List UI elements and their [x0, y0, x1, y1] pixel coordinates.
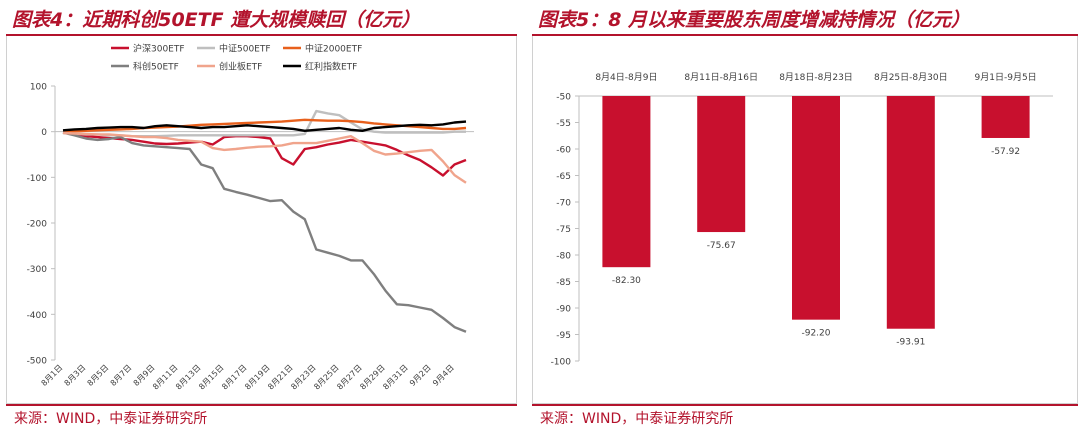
legend-label: 创业板ETF — [219, 61, 262, 73]
y-tick-label: -50 — [556, 93, 571, 103]
bar — [886, 96, 935, 329]
series-line — [62, 131, 467, 333]
y-tick-label: 100 — [30, 83, 47, 93]
data-label: -57.92 — [991, 147, 1020, 157]
x-tick-label: 8月25日-8月30日 — [874, 72, 948, 83]
x-tick-label: 8月11日-8月16日 — [684, 72, 758, 83]
y-tick-label: -200 — [27, 220, 48, 230]
left-chart-title: 图表4：近期科创50ETF 遭大规模赎回（亿元） — [12, 9, 421, 31]
right-chart-area: -50 -55 -60 -65 -70 -75 -80 -85 -90 -95 -100 8月4日-8… — [532, 36, 1078, 404]
x-tick-label: 8月3日 — [63, 363, 88, 388]
y-tick-label: -65 — [556, 172, 571, 182]
y-tick-label: -80 — [556, 252, 571, 262]
y-tick-label: -55 — [556, 119, 571, 129]
x-tick-label: 8月7日 — [109, 363, 134, 388]
legend-label: 中证2000ETF — [305, 43, 362, 55]
x-tick-label: 8月5日 — [86, 363, 111, 388]
data-label: -75.67 — [707, 241, 736, 251]
y-tick-label: -100 — [27, 174, 48, 184]
x-tick-label: 8月18日-8月23日 — [779, 72, 853, 83]
x-tick-label: 9月2日 — [408, 363, 433, 388]
left-title-bar: 图表4：近期科创50ETF 遭大规模赎回（亿元） — [6, 0, 517, 36]
bar — [602, 96, 651, 268]
left-source-bar: 来源：WIND，中泰证券研究所 — [6, 404, 517, 428]
y-tick-label: -400 — [27, 311, 48, 321]
line-chart: 沪深300ETF 中证500ETF 中证2000ETF 科创50ETF 创业板ETF 红利… — [27, 43, 474, 392]
legend-label: 中证500ETF — [219, 43, 271, 55]
y-tick-label: -60 — [556, 146, 571, 156]
bar — [697, 96, 746, 233]
bar — [981, 96, 1030, 138]
right-title-bar: 图表5：8 月以来重要股东周度增减持情况（亿元） — [532, 0, 1078, 36]
series-line — [62, 120, 467, 132]
y-tick-label: -85 — [556, 278, 571, 288]
left-source-text: 来源：WIND，中泰证券研究所 — [14, 411, 208, 427]
right-source-text: 来源：WIND，中泰证券研究所 — [540, 411, 734, 427]
x-tick-label: 8月1日 — [40, 363, 65, 388]
series-line — [62, 131, 467, 184]
legend-label: 科创50ETF — [133, 61, 179, 73]
y-tick-label: -75 — [556, 225, 571, 235]
x-tick-label: 9月4日 — [431, 363, 456, 388]
series-line — [62, 131, 467, 177]
right-chart-title: 图表5：8 月以来重要股东周度增减持情况（亿元） — [538, 9, 971, 31]
bar — [792, 96, 840, 320]
right-source-bar: 来源：WIND，中泰证券研究所 — [532, 404, 1078, 428]
x-tick-label: 8月4日-8月9日 — [595, 72, 657, 83]
y-tick-label: -70 — [556, 199, 571, 209]
y-tick-label: -90 — [556, 305, 571, 315]
data-label: -92.20 — [801, 329, 830, 339]
y-tick-label: -95 — [556, 331, 571, 341]
left-chart-panel: 图表4：近期科创50ETF 遭大规模赎回（亿元） 沪深300ETF 中证500ET… — [6, 0, 517, 428]
y-tick-label: -300 — [27, 265, 48, 275]
right-chart-panel: 图表5：8 月以来重要股东周度增减持情况（亿元） -50 -55 -60 -65 -70… — [532, 0, 1078, 428]
series-line — [62, 109, 466, 138]
legend-label: 沪深300ETF — [133, 43, 185, 55]
x-tick-label: 8月31日 — [381, 363, 409, 391]
left-chart-area: 沪深300ETF 中证500ETF 中证2000ETF 科创50ETF 创业板ETF 红利… — [6, 36, 517, 404]
data-label: -82.30 — [612, 276, 641, 286]
y-tick-label: 0 — [41, 128, 47, 138]
bar-chart: -50 -55 -60 -65 -70 -75 -80 -85 -90 -95 -100 8月4日-8… — [551, 72, 1053, 368]
y-tick-label: -500 — [27, 357, 48, 367]
data-label: -93.91 — [896, 338, 925, 348]
y-tick-label: -100 — [551, 358, 572, 368]
x-tick-label: 9月1日-9月5日 — [975, 72, 1037, 83]
legend-label: 红利指数ETF — [305, 61, 357, 73]
